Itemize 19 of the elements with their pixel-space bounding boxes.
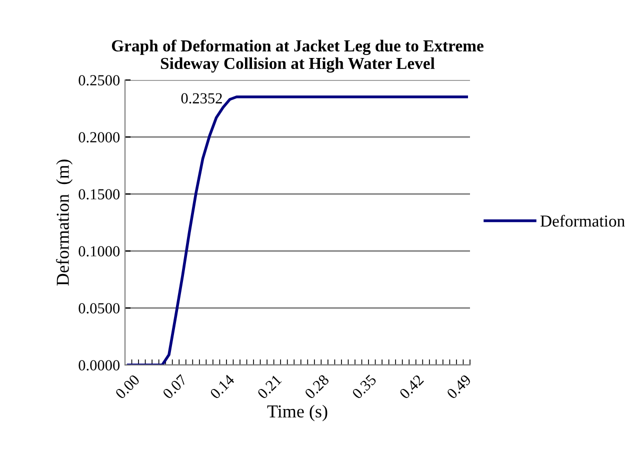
y-tick-label: 0.2000 (78, 132, 120, 143)
data-label: 0.2352 (181, 93, 222, 104)
y-axis-title: Deformation (m) (56, 160, 73, 286)
y-tick-label: 0.1000 (78, 246, 120, 257)
x-tick-label: 0.42 (398, 374, 424, 400)
y-tick-label: 0.2500 (78, 75, 120, 86)
x-tick-label: 0.49 (446, 374, 472, 400)
x-tick-label: 0.07 (162, 374, 188, 400)
x-tick-label: 0.14 (209, 374, 236, 400)
x-tick-label: 0.28 (304, 374, 330, 400)
x-axis-title: Time (s) (267, 404, 328, 422)
x-tick-label: 0.35 (352, 374, 377, 400)
chart-title: Graph of Deformation at Jacket Leg due to Extreme Sideway Collision at High Water Level (112, 40, 484, 73)
y-tick-label: 0.0500 (78, 303, 120, 314)
y-tick-label: 0.0000 (78, 360, 120, 371)
x-tick-label: 0.21 (256, 374, 282, 400)
x-tick-label: 0.00 (114, 374, 140, 400)
legend-label: Deformation (540, 214, 625, 227)
y-tick-label: 0.1500 (78, 189, 120, 200)
